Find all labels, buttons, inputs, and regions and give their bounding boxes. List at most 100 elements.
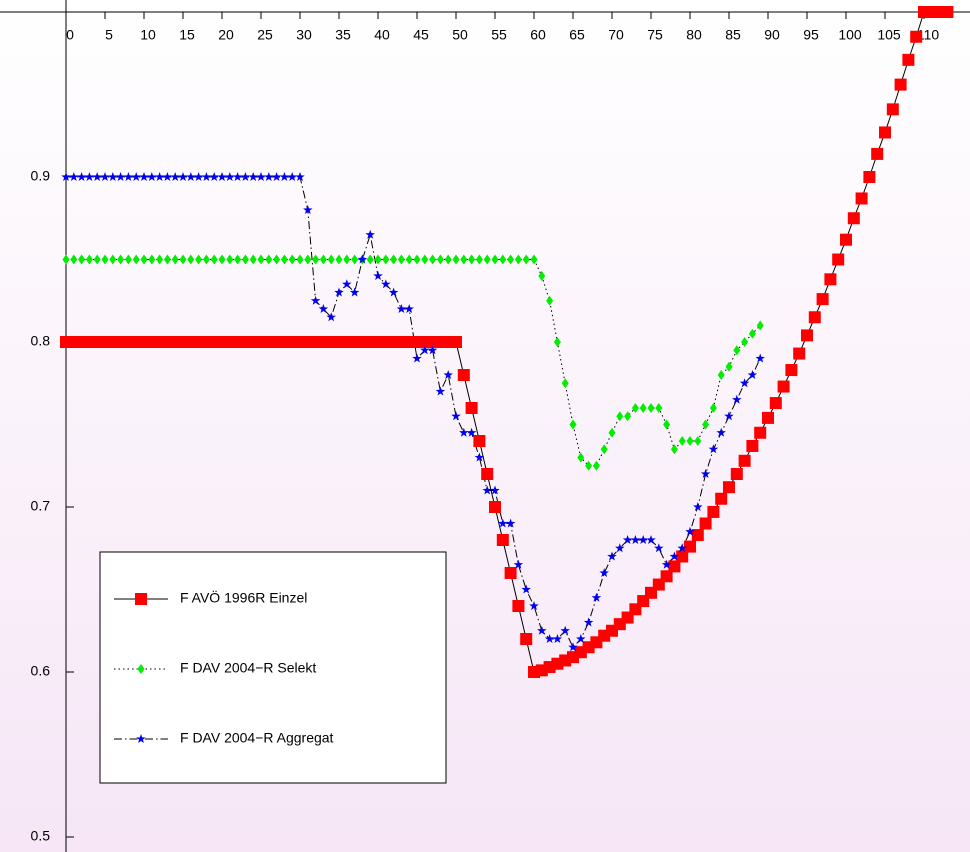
marker-star xyxy=(349,287,360,297)
x-tick-label: 50 xyxy=(452,27,468,43)
marker-diamond xyxy=(717,370,725,380)
marker-diamond xyxy=(171,254,179,265)
marker-diamond xyxy=(413,254,421,265)
marker-square xyxy=(769,397,782,410)
marker-diamond xyxy=(390,254,398,265)
marker-diamond xyxy=(530,254,538,265)
marker-diamond xyxy=(257,254,265,265)
marker-star xyxy=(154,172,165,182)
marker-square xyxy=(723,481,735,494)
marker-square xyxy=(832,253,845,266)
marker-star xyxy=(435,386,446,396)
marker-diamond xyxy=(663,419,671,430)
marker-star xyxy=(693,502,703,512)
marker-star xyxy=(521,584,531,594)
marker-star xyxy=(607,551,617,561)
marker-diamond xyxy=(694,436,702,446)
marker-diamond xyxy=(93,254,101,265)
marker-star xyxy=(186,172,196,182)
marker-star xyxy=(217,172,227,182)
marker-star xyxy=(568,642,578,652)
marker-diamond xyxy=(265,254,273,265)
marker-square xyxy=(715,492,728,505)
marker-square xyxy=(824,273,837,286)
marker-diamond xyxy=(109,254,117,265)
marker-diamond xyxy=(608,427,616,438)
y-tick-label: 0.7 xyxy=(31,498,51,514)
marker-diamond xyxy=(117,254,125,265)
marker-square xyxy=(660,570,673,583)
marker-diamond xyxy=(725,361,733,372)
marker-diamond xyxy=(522,254,530,265)
x-tick-label: 35 xyxy=(335,27,351,43)
marker-diamond xyxy=(312,254,320,265)
x-tick-label: 55 xyxy=(491,27,507,43)
marker-diamond xyxy=(631,403,639,413)
marker-star xyxy=(123,172,134,182)
marker-diamond xyxy=(70,254,78,265)
marker-square xyxy=(512,600,525,612)
marker-diamond xyxy=(639,403,647,413)
marker-diamond xyxy=(249,254,257,265)
marker-diamond xyxy=(655,403,663,413)
marker-square xyxy=(871,147,884,160)
marker-square xyxy=(465,402,478,414)
marker-square xyxy=(481,468,494,480)
marker-square xyxy=(785,364,798,377)
marker-star xyxy=(365,229,375,239)
marker-square xyxy=(910,30,923,43)
x-tick-label: 105 xyxy=(877,27,901,43)
marker-diamond xyxy=(343,254,351,265)
marker-diamond xyxy=(62,254,70,265)
marker-square xyxy=(520,633,533,645)
marker-square xyxy=(762,411,774,424)
marker-diamond xyxy=(187,254,195,265)
marker-star xyxy=(685,526,695,536)
marker-diamond xyxy=(452,254,460,265)
marker-star xyxy=(427,345,438,355)
marker-star xyxy=(474,452,485,462)
marker-star xyxy=(396,304,407,314)
marker-diamond xyxy=(374,254,382,265)
marker-square xyxy=(816,293,829,306)
marker-square xyxy=(699,517,712,530)
marker-square xyxy=(738,454,751,467)
marker-star xyxy=(318,304,329,314)
marker-star xyxy=(201,172,212,182)
marker-square xyxy=(808,311,821,324)
marker-star xyxy=(357,254,368,264)
marker-star xyxy=(615,543,625,553)
marker-diamond xyxy=(273,254,281,265)
marker-star xyxy=(334,287,344,297)
marker-star xyxy=(513,559,524,569)
marker-diamond xyxy=(319,254,327,265)
marker-star xyxy=(420,345,430,355)
legend-label: F DAV 2004−R Aggregat xyxy=(180,730,334,746)
marker-star xyxy=(240,172,251,182)
marker-star xyxy=(147,172,157,182)
marker-square xyxy=(840,233,852,246)
marker-star xyxy=(326,312,336,322)
marker-diamond xyxy=(195,254,203,265)
marker-star xyxy=(466,427,477,437)
marker-star xyxy=(381,279,391,289)
marker-star xyxy=(100,172,110,182)
marker-diamond xyxy=(405,254,413,265)
marker-star xyxy=(708,444,719,454)
marker-square xyxy=(730,468,743,480)
x-tick-label: 40 xyxy=(374,27,390,43)
marker-star xyxy=(505,518,516,528)
marker-diamond xyxy=(499,254,507,265)
marker-diamond xyxy=(678,436,686,446)
marker-diamond xyxy=(686,436,694,446)
marker-square xyxy=(847,212,860,225)
marker-star xyxy=(661,559,672,569)
marker-star xyxy=(459,427,469,437)
marker-diamond xyxy=(280,254,288,265)
marker-diamond xyxy=(670,444,678,455)
marker-square xyxy=(457,369,470,381)
marker-diamond xyxy=(226,254,234,265)
marker-square xyxy=(801,329,813,342)
marker-star xyxy=(724,411,734,421)
marker-square xyxy=(668,560,681,573)
